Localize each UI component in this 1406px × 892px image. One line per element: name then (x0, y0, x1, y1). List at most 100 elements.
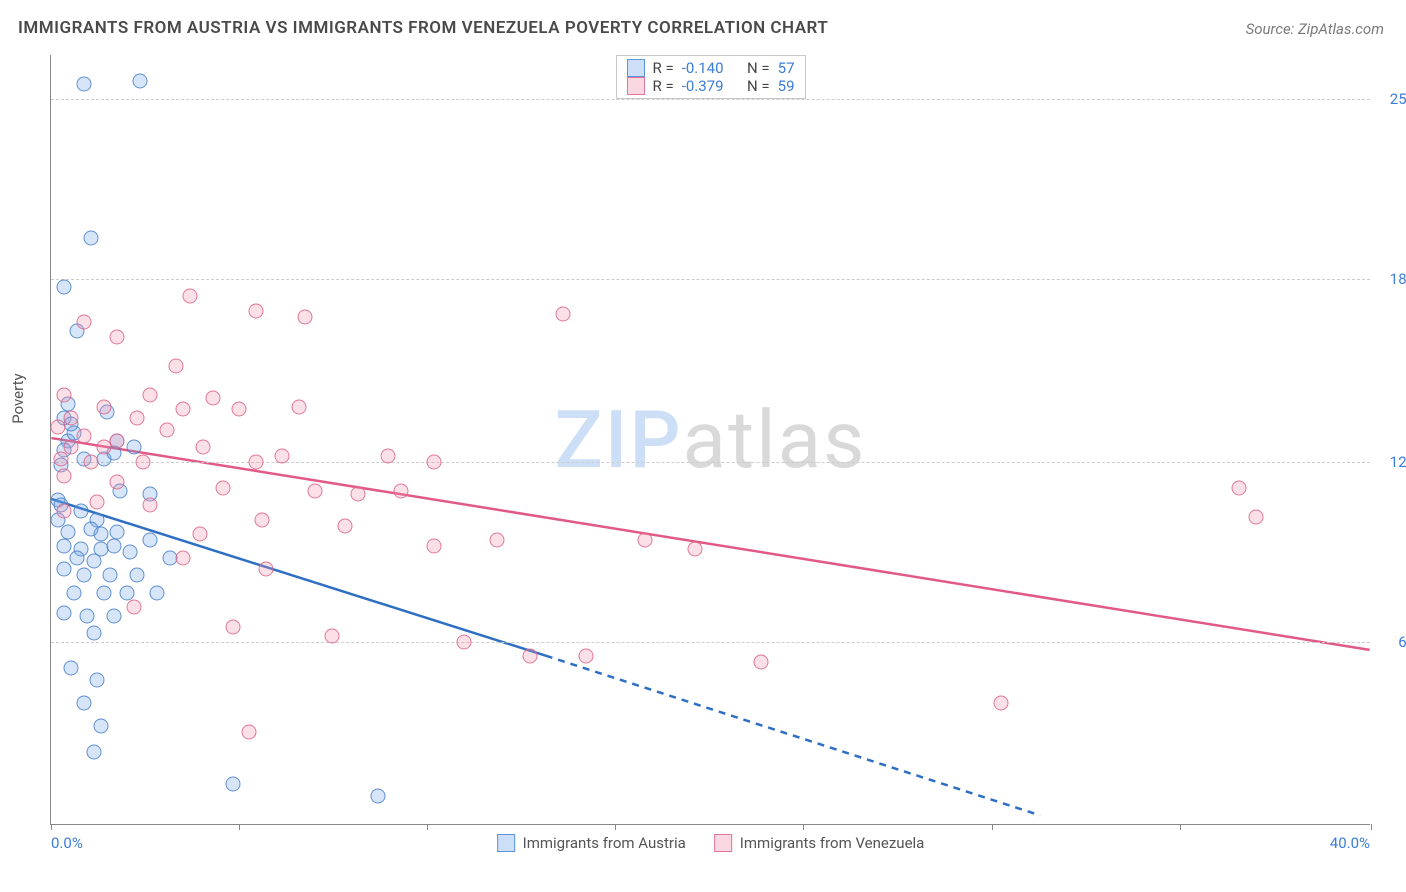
data-point-venezuela (77, 428, 92, 443)
data-point-venezuela (1248, 510, 1263, 525)
data-point-venezuela (291, 399, 306, 414)
data-point-venezuela (350, 486, 365, 501)
data-point-venezuela (380, 448, 395, 463)
x-tick (239, 824, 240, 830)
data-point-austria (80, 608, 95, 623)
data-point-venezuela (1232, 480, 1247, 495)
legend-label-venezuela: Immigrants from Venezuela (740, 834, 925, 852)
correlation-legend: R = -0.140 N = 57 R = -0.379 N = 59 (615, 55, 805, 99)
gridline (51, 99, 1370, 100)
data-point-venezuela (248, 303, 263, 318)
y-tick-label: 18.8% (1375, 270, 1406, 288)
data-point-austria (96, 585, 111, 600)
watermark-atlas: atlas (683, 393, 867, 487)
data-point-austria (70, 550, 85, 565)
data-point-venezuela (50, 419, 65, 434)
gridline (51, 279, 1370, 280)
data-point-austria (90, 672, 105, 687)
data-point-austria (67, 585, 82, 600)
watermark-zip: ZIP (555, 393, 683, 487)
x-axis-min-label: 0.0% (51, 834, 83, 852)
data-point-venezuela (57, 387, 72, 402)
r-label: R = (652, 77, 673, 95)
source-attribution: Source: ZipAtlas.com (1246, 20, 1384, 38)
x-tick (51, 824, 52, 830)
data-point-venezuela (994, 695, 1009, 710)
data-point-venezuela (205, 390, 220, 405)
r-value-venezuela: -0.379 (682, 77, 724, 95)
legend-label-austria: Immigrants from Austria (523, 834, 686, 852)
data-point-venezuela (169, 358, 184, 373)
data-point-venezuela (129, 411, 144, 426)
data-point-venezuela (426, 454, 441, 469)
data-point-austria (103, 568, 118, 583)
data-point-venezuela (337, 518, 352, 533)
data-point-venezuela (195, 440, 210, 455)
data-point-austria (143, 533, 158, 548)
data-point-venezuela (77, 315, 92, 330)
n-label: N = (747, 77, 770, 95)
y-tick-label: 25.0% (1375, 90, 1406, 108)
y-axis-label: Poverty (9, 373, 27, 423)
data-point-austria (83, 231, 98, 246)
data-point-austria (77, 77, 92, 92)
data-point-venezuela (255, 512, 270, 527)
trendline (546, 656, 1040, 816)
chart-title: IMMIGRANTS FROM AUSTRIA VS IMMIGRANTS FR… (18, 18, 828, 38)
x-tick (992, 824, 993, 830)
x-axis-max-label: 40.0% (1330, 834, 1370, 852)
swatch-venezuela (626, 77, 644, 95)
data-point-austria (86, 745, 101, 760)
data-point-venezuela (225, 620, 240, 635)
data-point-venezuela (687, 541, 702, 556)
n-label: N = (747, 59, 770, 77)
data-point-venezuela (176, 550, 191, 565)
trendline (51, 499, 545, 656)
data-point-venezuela (96, 399, 111, 414)
data-point-austria (57, 280, 72, 295)
data-point-venezuela (275, 448, 290, 463)
trendlines-layer (51, 55, 1370, 824)
data-point-venezuela (143, 498, 158, 513)
data-point-venezuela (176, 402, 191, 417)
data-point-austria (225, 777, 240, 792)
swatch-venezuela-icon (714, 834, 732, 852)
data-point-austria (106, 608, 121, 623)
data-point-austria (93, 719, 108, 734)
data-point-austria (106, 539, 121, 554)
data-point-venezuela (215, 480, 230, 495)
data-point-austria (119, 585, 134, 600)
data-point-austria (57, 605, 72, 620)
n-value-austria: 57 (778, 59, 795, 77)
data-point-venezuela (426, 539, 441, 554)
data-point-venezuela (232, 402, 247, 417)
data-point-venezuela (456, 634, 471, 649)
plot-area: ZIPatlas R = -0.140 N = 57 R = -0.379 N … (50, 55, 1370, 825)
data-point-venezuela (126, 600, 141, 615)
data-point-austria (86, 626, 101, 641)
data-point-venezuela (57, 504, 72, 519)
data-point-venezuela (753, 655, 768, 670)
data-point-austria (57, 539, 72, 554)
legend-row-austria: R = -0.140 N = 57 (626, 59, 794, 77)
x-tick (1371, 824, 1372, 830)
data-point-venezuela (53, 451, 68, 466)
data-point-venezuela (110, 475, 125, 490)
n-value-venezuela: 59 (778, 77, 795, 95)
data-point-austria (149, 585, 164, 600)
data-point-venezuela (248, 454, 263, 469)
watermark: ZIPatlas (555, 393, 867, 487)
trendline (51, 438, 1369, 650)
r-value-austria: -0.140 (682, 59, 724, 77)
gridline (51, 642, 1370, 643)
data-point-venezuela (638, 533, 653, 548)
data-point-austria (57, 562, 72, 577)
data-point-venezuela (159, 422, 174, 437)
data-point-venezuela (110, 329, 125, 344)
legend-item-venezuela: Immigrants from Venezuela (714, 834, 925, 852)
data-point-venezuela (522, 649, 537, 664)
data-point-venezuela (258, 562, 273, 577)
series-legend: Immigrants from Austria Immigrants from … (497, 834, 925, 852)
legend-row-venezuela: R = -0.379 N = 59 (626, 77, 794, 95)
data-point-venezuela (555, 306, 570, 321)
